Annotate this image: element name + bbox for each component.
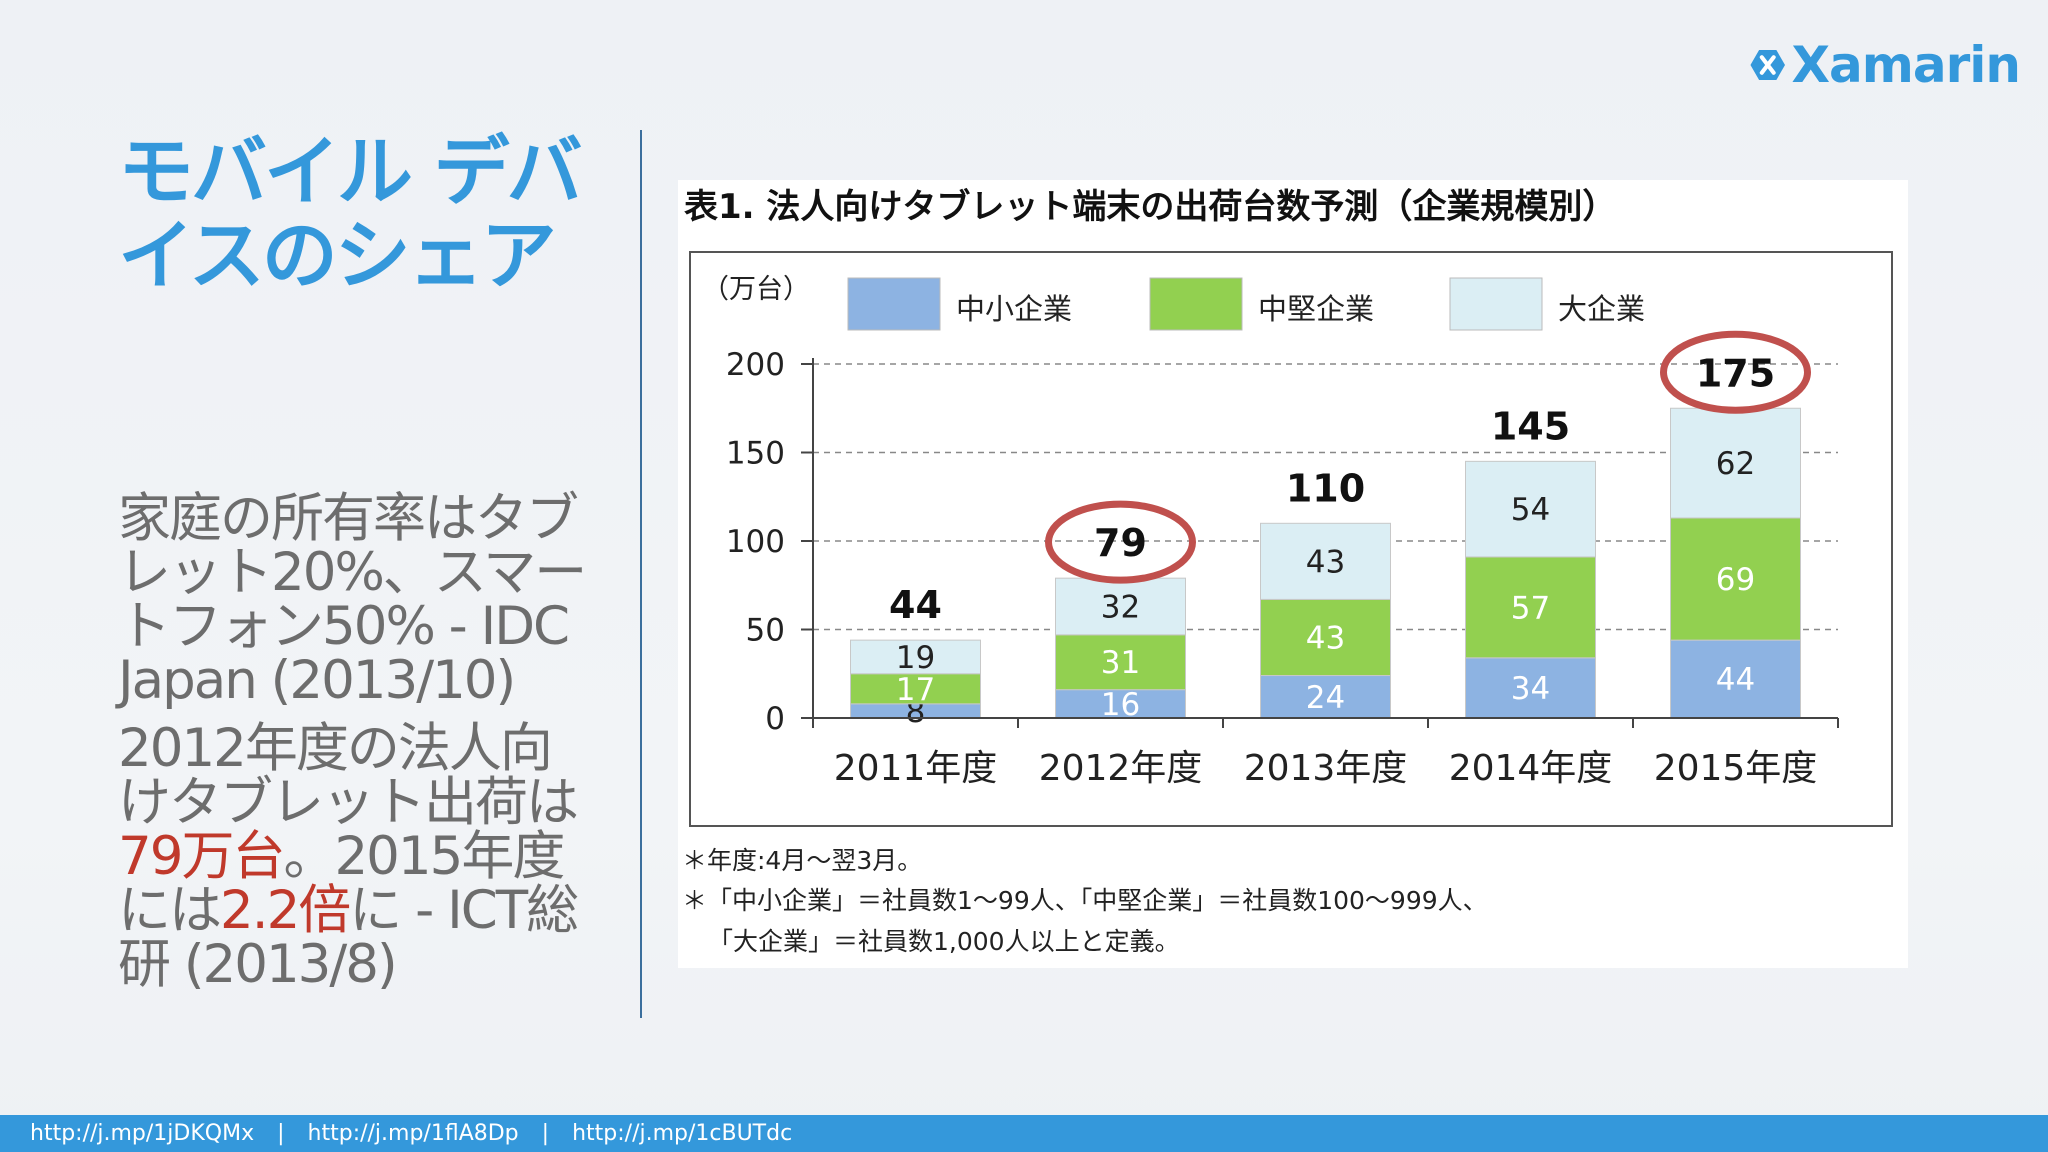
- bar-label-5-1: 44: [1716, 662, 1755, 698]
- legend-swatch-3: [1449, 277, 1543, 331]
- title-line-2: イスのシェア: [118, 211, 557, 300]
- bar-label-3-3: 43: [1306, 544, 1345, 580]
- footer-link-2[interactable]: http://j.mp/1flA8Dp: [307, 1121, 519, 1146]
- bar-label-5-2: 69: [1716, 562, 1755, 598]
- footer-sep-2: |: [541, 1121, 550, 1146]
- chart-card: 表1. 法人向けタブレット端末の出荷台数予測（企業規模別） （万台） 中小企業中…: [678, 180, 1908, 968]
- y-tick-label-50: 50: [746, 613, 785, 649]
- bar-3-3: [1260, 522, 1391, 600]
- total-label-5: 175: [1696, 351, 1775, 395]
- total-label-4: 145: [1491, 404, 1570, 448]
- x-axis: 2011年度 2012年度 2013年度 2014年度 2015年度: [812, 717, 1839, 789]
- bar-label-2-1: 16: [1101, 687, 1140, 723]
- para2-part-c: に - ICT総研 (2013/8): [118, 880, 579, 995]
- gridlines: [813, 363, 1838, 631]
- bar-4-3: [1465, 460, 1596, 558]
- highlight-2-2x: 2.2倍: [220, 880, 351, 941]
- bar-3-2: [1260, 598, 1391, 677]
- y-tick-label-200: 200: [726, 347, 785, 383]
- para2-part-a: 2012年度の法人向けタブレット出荷は: [118, 718, 579, 833]
- legend-label-2: 中堅企業: [1258, 292, 1374, 326]
- para2-part-b: 。2015年度には: [118, 826, 565, 941]
- note-2: ＊「中小企業」＝社員数1〜99人、「中堅企業」＝社員数100〜999人、: [682, 886, 1488, 915]
- bar-2-3: [1055, 577, 1186, 636]
- legend-label-3: 大企業: [1558, 292, 1645, 326]
- paragraph-tablet-shipments: 2012年度の法人向けタブレット出荷は79万台。2015年度には2.2倍に - …: [118, 722, 598, 992]
- chart-title: 表1. 法人向けタブレット端末の出荷台数予測（企業規模別）: [684, 187, 1616, 227]
- footer-sep-1: |: [277, 1121, 285, 1146]
- bar-label-4-3: 54: [1511, 492, 1550, 528]
- x-tick-label-3: 2013年度: [1244, 748, 1408, 789]
- highlight-79: 79万台: [118, 826, 285, 887]
- bar-1-3: [850, 639, 981, 675]
- bar-4-2: [1465, 556, 1596, 659]
- total-label-1: 44: [889, 583, 942, 627]
- slide-title: モバイル デバ イスのシェア: [118, 130, 588, 298]
- footer-bar: http://j.mp/1jDKQMx | http://j.mp/1flA8D…: [0, 1115, 2048, 1152]
- x-tick-label-2: 2012年度: [1039, 748, 1203, 789]
- y-tick-label-100: 100: [726, 524, 785, 560]
- total-label-3: 110: [1286, 466, 1365, 510]
- bar-label-3-2: 43: [1306, 620, 1345, 656]
- legend: 中小企業 中堅企業 大企業: [847, 277, 1645, 331]
- vertical-divider: [640, 130, 642, 1018]
- xamarin-logo: Xamarin: [1750, 30, 2021, 100]
- bar-label-2-3: 32: [1101, 589, 1140, 625]
- legend-swatch-2: [1149, 277, 1243, 331]
- bar-label-5-3: 62: [1716, 446, 1755, 482]
- unit-label: （万台）: [702, 274, 810, 305]
- legend-swatch-1: [847, 277, 941, 331]
- bar-5-3: [1670, 407, 1801, 519]
- y-axis: 0 50 100 150 200: [726, 347, 814, 737]
- xamarin-hexagon-icon: [1750, 49, 1786, 81]
- y-tick-label-0: 0: [765, 701, 785, 737]
- highlight-circle-2: [1045, 500, 1196, 584]
- bar-2-2: [1055, 634, 1186, 691]
- bar-1-2: [850, 673, 981, 705]
- chart-notes: ＊年度:4月〜翌3月。 ＊「中小企業」＝社員数1〜99人、「中堅企業」＝社員数1…: [682, 846, 1488, 956]
- bar-label-1-2: 17: [896, 672, 935, 708]
- bar-label-3-1: 24: [1306, 680, 1345, 716]
- total-label-2: 79: [1094, 521, 1147, 565]
- bar-label-4-1: 34: [1511, 671, 1550, 707]
- title-line-1: モバイル デバ: [118, 127, 582, 216]
- x-tick-label-5: 2015年度: [1654, 748, 1818, 789]
- bars: 8171944163132792443431103457541454469621…: [850, 330, 1811, 730]
- footer-link-1[interactable]: http://j.mp/1jDKQMx: [30, 1121, 255, 1146]
- bar-label-4-2: 57: [1511, 590, 1550, 626]
- bar-label-2-2: 31: [1101, 645, 1140, 681]
- paragraph-household-share: 家庭の所有率はタブレット20%、スマートフォン50% - IDC Japan (…: [118, 488, 587, 711]
- x-tick-label-4: 2014年度: [1449, 748, 1613, 789]
- y-tick-label-150: 150: [726, 436, 785, 472]
- stacked-bar-chart: 表1. 法人向けタブレット端末の出荷台数予測（企業規模別） （万台） 中小企業中…: [682, 187, 1893, 956]
- logo-text: Xamarin: [1791, 36, 2021, 94]
- highlight-circle-5: [1660, 330, 1811, 414]
- legend-label-1: 中小企業: [956, 292, 1072, 326]
- footer-link-3[interactable]: http://j.mp/1cBUTdc: [572, 1121, 793, 1146]
- bar-5-1: [1670, 639, 1801, 719]
- body-text: 家庭の所有率はタブレット20%、スマートフォン50% - IDC Japan (…: [118, 492, 598, 1006]
- note-1: ＊年度:4月〜翌3月。: [682, 846, 922, 875]
- x-tick-label-1: 2011年度: [834, 748, 998, 789]
- note-3: 「大企業」＝社員数1,000人以上と定義。: [708, 927, 1180, 956]
- bar-label-1-3: 19: [896, 640, 935, 676]
